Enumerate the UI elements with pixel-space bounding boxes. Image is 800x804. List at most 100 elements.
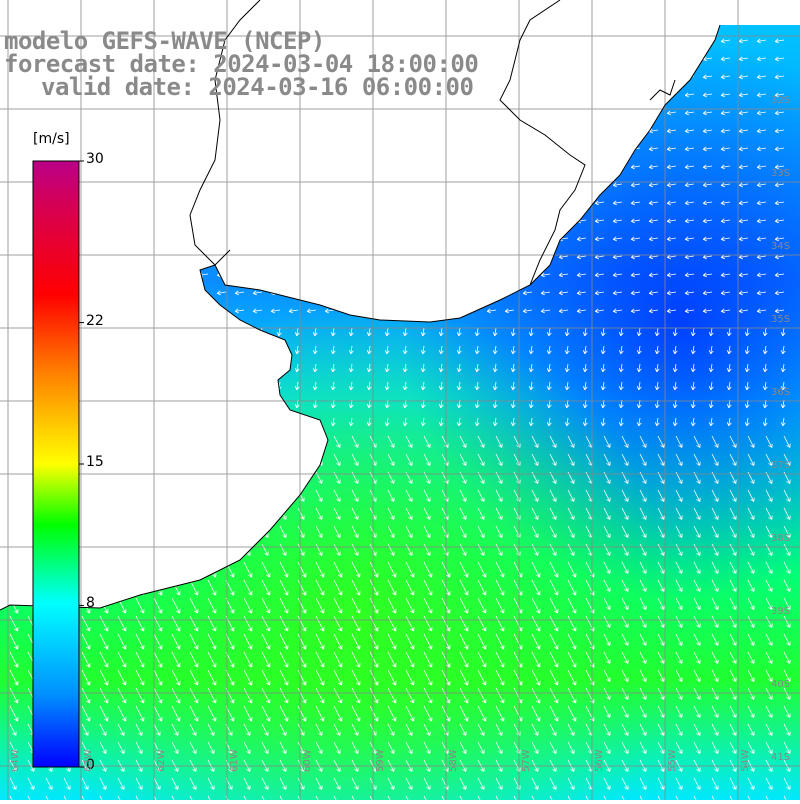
wind-arrow bbox=[162, 218, 173, 224]
wind-arrow bbox=[726, 381, 732, 391]
wind-arrow bbox=[486, 38, 497, 44]
wind-arrow bbox=[315, 579, 325, 596]
wind-arrow bbox=[459, 489, 467, 502]
wind-arrow bbox=[657, 795, 665, 800]
wind-arrow bbox=[414, 290, 425, 296]
wind-arrow bbox=[693, 669, 701, 682]
wind-arrow bbox=[540, 38, 551, 44]
wind-arrow bbox=[549, 651, 559, 668]
wind-arrow bbox=[216, 290, 227, 296]
wind-arrow bbox=[405, 705, 415, 722]
wind-arrow bbox=[708, 345, 714, 355]
wind-arrow bbox=[108, 200, 119, 206]
wind-arrow bbox=[747, 705, 755, 718]
wind-arrow bbox=[351, 741, 359, 754]
wind-arrow bbox=[180, 236, 191, 242]
wind-arrow bbox=[189, 543, 197, 556]
wind-arrow bbox=[171, 435, 179, 448]
wind-arrow bbox=[459, 777, 467, 790]
wind-arrow bbox=[630, 74, 641, 80]
wind-arrow bbox=[261, 705, 271, 722]
wind-arrow bbox=[621, 435, 629, 448]
wind-arrow bbox=[297, 705, 307, 722]
wind-arrow bbox=[18, 308, 29, 314]
wind-arrow bbox=[270, 110, 281, 116]
wind-arrow bbox=[783, 489, 791, 502]
wind-arrow bbox=[126, 218, 137, 224]
wind-arrow bbox=[762, 417, 768, 427]
wind-arrow bbox=[423, 615, 433, 632]
wind-arrow bbox=[90, 218, 101, 224]
wind-arrow bbox=[654, 363, 660, 373]
wind-arrow bbox=[477, 723, 485, 736]
wind-arrow bbox=[576, 236, 587, 242]
wind-arrow bbox=[738, 290, 749, 296]
wind-arrow bbox=[0, 218, 11, 224]
wind-arrow bbox=[204, 345, 210, 355]
wind-arrow bbox=[492, 363, 498, 373]
wind-arrow bbox=[522, 38, 533, 44]
wind-arrow bbox=[132, 345, 138, 355]
wind-arrow bbox=[693, 543, 701, 556]
wind-arrow bbox=[612, 38, 623, 44]
wind-arrow bbox=[81, 795, 89, 800]
wind-arrow bbox=[279, 741, 287, 754]
wind-arrow bbox=[294, 327, 300, 337]
wind-arrow bbox=[333, 687, 343, 704]
wind-arrow bbox=[135, 615, 145, 632]
wind-arrow bbox=[81, 489, 89, 502]
wind-arrow bbox=[558, 110, 569, 116]
wind-arrow bbox=[387, 651, 397, 668]
wind-arrow bbox=[522, 74, 533, 80]
wind-arrow bbox=[567, 705, 577, 722]
wind-arrow bbox=[711, 795, 719, 800]
wind-arrow bbox=[693, 633, 701, 646]
wind-arrow bbox=[567, 525, 575, 538]
wind-arrow bbox=[414, 218, 425, 224]
wind-arrow bbox=[117, 525, 125, 538]
wind-arrow bbox=[24, 417, 30, 427]
wind-arrow bbox=[384, 363, 390, 373]
wind-arrow bbox=[171, 741, 179, 754]
wind-arrow bbox=[546, 327, 552, 337]
wind-arrow bbox=[528, 327, 534, 337]
lon-label: 61W bbox=[229, 749, 240, 772]
wind-arrow bbox=[18, 218, 29, 224]
wind-arrow bbox=[243, 669, 253, 686]
wind-arrow bbox=[324, 218, 335, 224]
wind-arrow bbox=[0, 182, 11, 188]
wind-arrow bbox=[711, 705, 719, 718]
wind-arrow bbox=[648, 38, 659, 44]
wind-arrow bbox=[783, 579, 791, 592]
wind-arrow bbox=[576, 308, 587, 314]
wind-arrow bbox=[549, 723, 557, 736]
wind-arrow bbox=[198, 164, 209, 170]
wind-arrow bbox=[477, 561, 487, 578]
wind-arrow bbox=[639, 435, 647, 448]
wind-arrow bbox=[207, 687, 217, 704]
wind-arrow bbox=[423, 543, 431, 556]
wind-arrow bbox=[423, 561, 433, 578]
wind-arrow bbox=[90, 110, 101, 116]
wind-arrow bbox=[144, 290, 155, 296]
wind-arrow bbox=[81, 651, 91, 668]
wind-arrow bbox=[630, 182, 641, 188]
wind-arrow bbox=[474, 417, 480, 427]
wind-arrow bbox=[204, 381, 210, 391]
wind-arrow bbox=[9, 777, 17, 790]
wind-arrow bbox=[729, 489, 737, 502]
wind-arrow bbox=[630, 308, 641, 314]
wind-arrow bbox=[351, 669, 361, 686]
wind-arrow bbox=[729, 633, 737, 646]
wind-arrow bbox=[315, 525, 323, 538]
wind-arrow bbox=[693, 723, 701, 736]
lat-label: 37S bbox=[771, 460, 791, 471]
wind-arrow bbox=[315, 723, 323, 736]
wind-arrow bbox=[297, 543, 305, 556]
wind-arrow bbox=[396, 308, 407, 314]
colorbar-tick-label: 30 bbox=[86, 151, 104, 167]
wind-arrow bbox=[474, 381, 480, 391]
wind-arrow bbox=[243, 777, 251, 790]
wind-arrow bbox=[63, 777, 71, 790]
wind-arrow bbox=[546, 345, 552, 355]
